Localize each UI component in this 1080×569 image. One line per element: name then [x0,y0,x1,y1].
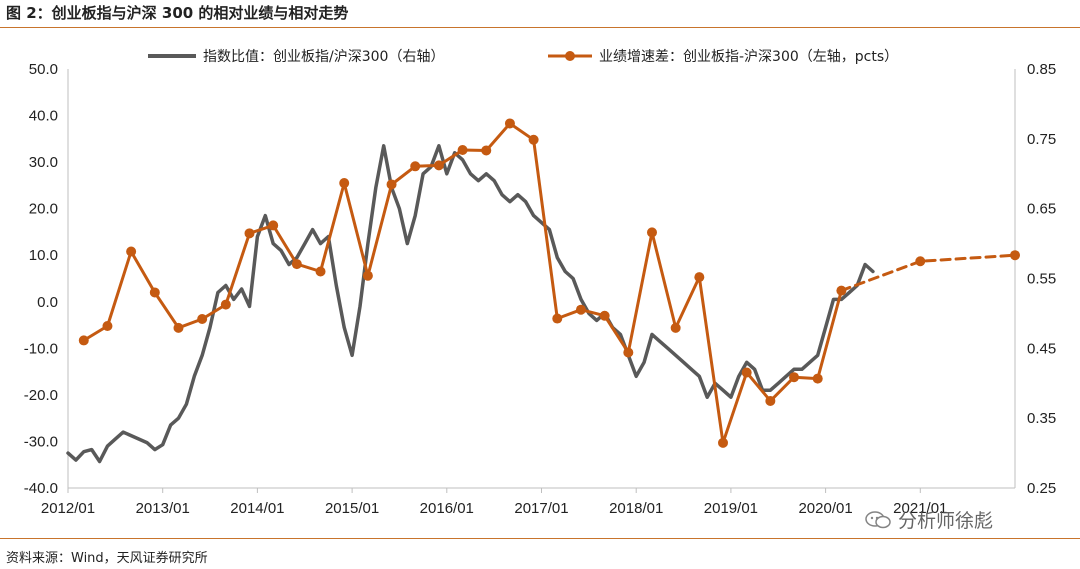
index-ratio-line [66,144,875,464]
series-layer [66,118,1020,464]
y-left-axis: -40.0 -30.0 -20.0 -10.0 0.0 10.0 20.0 30.0 40.0 5… [24,61,58,497]
y-right-tick-label: 0.35 [1027,410,1056,427]
x-tick-label: 2013/01 [136,500,190,517]
y-left-tick-label: -30.0 [24,433,58,450]
x-axis: 2012/01 2013/01 2014/01 2015/01 2016/01 2017/… [41,488,947,517]
y-right-tick-label: 0.65 [1027,201,1056,218]
growth-diff-point [362,270,373,281]
growth-diff-forecast-line [839,253,1017,293]
legend-index-ratio-label: 指数比值：创业板指/沪深300（右轴） [203,49,444,65]
y-left-tick-label: 0.0 [37,294,58,311]
growth-diff-point [670,322,681,333]
growth-diff-point [173,322,184,333]
title-divider [0,27,1080,28]
growth-diff-point [315,266,326,277]
growth-diff-point [765,395,776,406]
y-left-tick-label: 30.0 [29,154,58,171]
growth-diff-point [552,313,563,324]
growth-diff-point [694,272,705,283]
growth-diff-point [457,145,468,156]
y-left-tick-label: 20.0 [29,201,58,218]
growth-diff-point [504,118,515,129]
growth-diff-point [268,220,279,231]
legend: 指数比值：创业板指/沪深300（右轴） 业绩增速差：创业板指-沪深300（左轴，p… [148,49,898,65]
growth-diff-point [78,335,89,346]
y-left-tick-label: -10.0 [24,340,58,357]
growth-diff-point [623,347,634,358]
growth-diff-point [244,228,255,239]
growth-diff-point [197,314,208,325]
y-right-tick-label: 0.55 [1027,271,1056,288]
growth-diff-point [291,259,302,270]
growth-diff-point [599,310,610,321]
growth-diff-point [102,320,113,331]
y-left-tick-label: -20.0 [24,387,58,404]
x-tick-label: 2021/01 [893,500,947,517]
growth-diff-point [126,246,137,257]
x-tick-label: 2014/01 [230,500,284,517]
y-left-tick-label: 50.0 [29,61,58,78]
legend-growth-diff-label: 业绩增速差：创业板指-沪深300（左轴，pcts） [599,49,898,65]
y-right-tick-label: 0.75 [1027,131,1056,148]
x-tick-label: 2019/01 [704,500,758,517]
growth-diff-point [220,299,231,310]
watermark-text: 分析师徐彪 [898,510,994,532]
x-tick-label: 2016/01 [420,500,474,517]
growth-diff-point [575,304,586,315]
growth-diff-point [149,287,160,298]
growth-diff-point [528,134,539,145]
growth-diff-point [410,161,421,172]
growth-diff-point [646,227,657,238]
growth-diff-point [812,373,823,384]
footer-divider [0,538,1080,539]
y-right-tick-label: 0.45 [1027,340,1056,357]
growth-diff-point [789,372,800,383]
source-note: 资料来源：Wind，天风证券研究所 [6,551,208,566]
watermark: 分析师徐彪 [864,506,993,533]
y-left-tick-label: -40.0 [24,480,58,497]
legend-growth-diff-marker [565,51,575,61]
figure-title: 图 2：创业板指与沪深 300 的相对业绩与相对走势 [6,4,349,22]
growth-diff-point [1010,250,1020,261]
growth-diff-point [741,367,752,378]
x-tick-label: 2015/01 [325,500,379,517]
y-right-tick-label: 0.25 [1027,480,1056,497]
growth-diff-point [386,179,397,190]
y-right-tick-label: 0.85 [1027,61,1056,78]
y-left-tick-label: 10.0 [29,247,58,264]
growth-diff-point [915,256,926,267]
y-left-tick-label: 40.0 [29,108,58,125]
chart: -40.0 -30.0 -20.0 -10.0 0.0 10.0 20.0 30.0 40.0 5… [24,49,1056,517]
growth-diff-point [718,437,729,448]
growth-diff-point [481,145,492,156]
x-tick-label: 2017/01 [514,500,568,517]
growth-diff-point [339,178,350,189]
y-right-axis: 0.25 0.35 0.45 0.55 0.65 0.75 0.85 [1027,61,1056,497]
x-tick-label: 2020/01 [798,500,852,517]
x-tick-label: 2018/01 [609,500,663,517]
growth-diff-point [433,160,444,171]
chat-bubble-icon [865,511,891,529]
x-tick-label: 2012/01 [41,500,95,517]
